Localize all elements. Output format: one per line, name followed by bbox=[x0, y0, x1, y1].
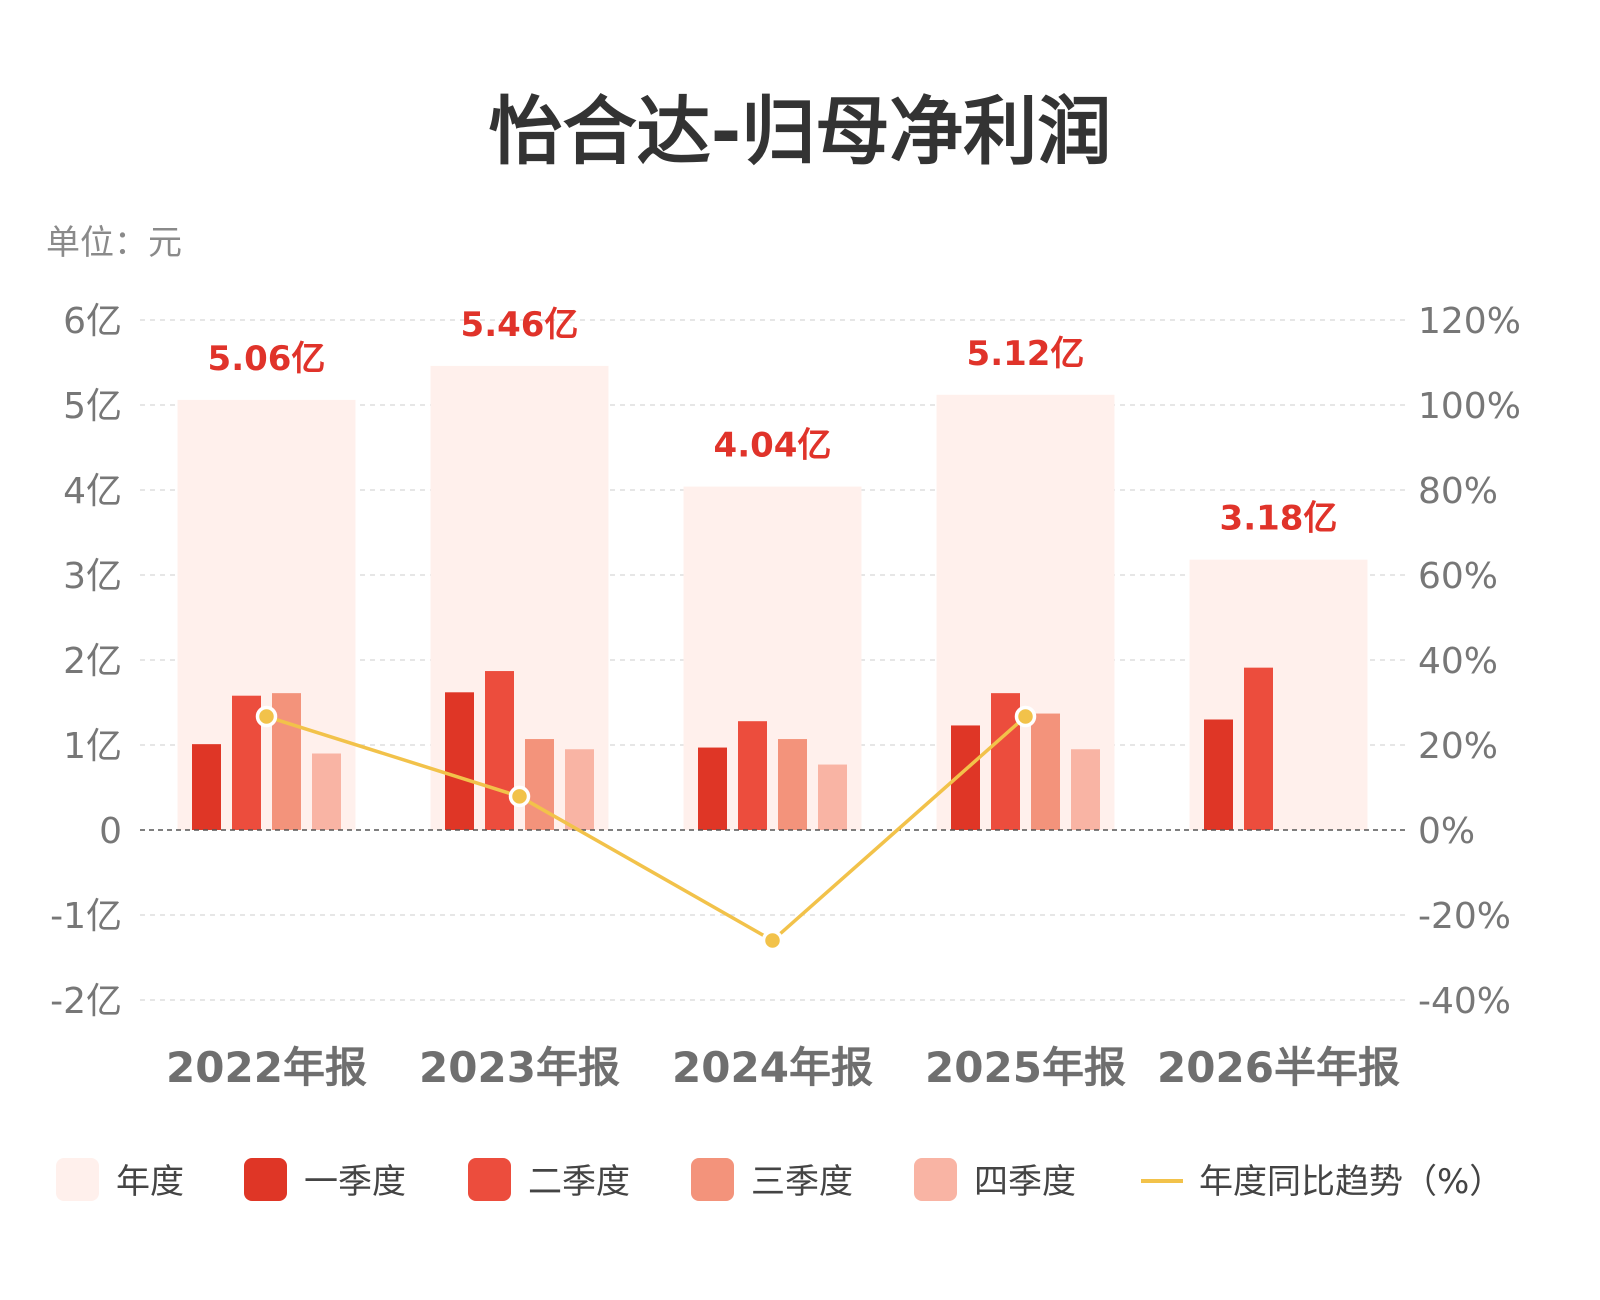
trend-point bbox=[761, 929, 784, 952]
right-axis: 120% 100% 80% 60% 40% 20% 0% -20% -40% bbox=[1418, 301, 1521, 1022]
legend-label: 二季度 bbox=[528, 1162, 630, 1202]
category-label: 2026半年报 bbox=[1157, 1043, 1400, 1092]
quarter-bar-q1 bbox=[445, 692, 474, 830]
annual-total-label: 3.18亿 bbox=[1220, 499, 1338, 539]
annual-total-label: 5.46亿 bbox=[461, 305, 579, 345]
legend: 年度 一季度 二季度 三季度 四季度 年度同比趋势（%） bbox=[56, 1158, 1503, 1202]
unit-label: 单位：元 bbox=[46, 223, 182, 263]
quarter-bar-q1 bbox=[192, 744, 221, 830]
category-label: 2024年报 bbox=[672, 1043, 873, 1092]
legend-item: 一季度 bbox=[244, 1158, 406, 1202]
quarter-bars bbox=[192, 667, 1273, 830]
quarter-bar-q4 bbox=[1071, 749, 1100, 830]
left-axis: 6亿 5亿 4亿 3亿 2亿 1亿 0 -1亿 -2亿 bbox=[50, 301, 122, 1022]
left-tick-label: 4亿 bbox=[63, 471, 122, 512]
quarter-bar-q1 bbox=[1204, 719, 1233, 830]
annual-total-label: 5.06亿 bbox=[208, 339, 326, 379]
chart-title: 怡合达-归母净利润 bbox=[489, 89, 1112, 175]
right-tick-label: -40% bbox=[1418, 981, 1511, 1022]
quarter-bar-q3 bbox=[525, 739, 554, 830]
category-label: 2022年报 bbox=[166, 1043, 367, 1092]
trend-point bbox=[1014, 705, 1037, 728]
quarter-bar-q2 bbox=[1244, 667, 1273, 830]
left-tick-label: 5亿 bbox=[63, 386, 122, 427]
left-tick-label: 2亿 bbox=[63, 641, 122, 682]
quarter-bar-q2 bbox=[485, 671, 514, 830]
total-labels: 5.06亿 5.46亿 4.04亿 5.12亿 3.18亿 bbox=[208, 305, 1338, 539]
x-axis-labels: 2022年报 2023年报 2024年报 2025年报 2026半年报 bbox=[166, 1043, 1400, 1092]
left-tick-label: 6亿 bbox=[63, 301, 122, 342]
right-tick-label: 100% bbox=[1418, 386, 1521, 427]
legend-item: 年度同比趋势（%） bbox=[1141, 1162, 1503, 1202]
legend-label: 四季度 bbox=[974, 1162, 1076, 1202]
category-label: 2023年报 bbox=[419, 1043, 620, 1092]
right-tick-label: 120% bbox=[1418, 301, 1521, 342]
legend-swatch bbox=[244, 1158, 287, 1201]
legend-swatch bbox=[691, 1158, 734, 1201]
left-tick-label: -1亿 bbox=[50, 896, 122, 937]
annual-total-label: 4.04亿 bbox=[714, 426, 832, 466]
legend-item: 三季度 bbox=[691, 1158, 853, 1202]
legend-swatch bbox=[56, 1158, 99, 1201]
trend-point bbox=[255, 705, 278, 728]
left-tick-label: 1亿 bbox=[63, 726, 122, 767]
right-tick-label: 20% bbox=[1418, 726, 1498, 767]
left-tick-label: -2亿 bbox=[50, 981, 122, 1022]
annual-total-label: 5.12亿 bbox=[967, 334, 1085, 374]
quarter-bar-q1 bbox=[698, 747, 727, 830]
right-tick-label: 60% bbox=[1418, 556, 1498, 597]
legend-label: 年度 bbox=[116, 1162, 184, 1202]
quarter-bar-q3 bbox=[778, 739, 807, 830]
right-tick-label: 0% bbox=[1418, 811, 1475, 852]
quarter-bar-q4 bbox=[565, 749, 594, 830]
legend-label: 年度同比趋势（%） bbox=[1199, 1162, 1503, 1202]
legend-label: 三季度 bbox=[751, 1162, 853, 1202]
right-tick-label: 40% bbox=[1418, 641, 1498, 682]
legend-item: 二季度 bbox=[468, 1158, 630, 1202]
legend-item: 四季度 bbox=[914, 1158, 1076, 1202]
quarter-bar-q4 bbox=[818, 764, 847, 830]
legend-label: 一季度 bbox=[304, 1162, 406, 1202]
quarter-bar-q4 bbox=[312, 753, 341, 830]
category-label: 2025年报 bbox=[925, 1043, 1126, 1092]
quarter-bar-q3 bbox=[1031, 713, 1060, 830]
trend-line bbox=[265, 714, 1027, 943]
quarter-bar-q2 bbox=[738, 721, 767, 830]
legend-item: 年度 bbox=[56, 1158, 184, 1202]
left-tick-label: 3亿 bbox=[63, 556, 122, 597]
legend-swatch bbox=[468, 1158, 511, 1201]
trend-series bbox=[255, 705, 1037, 952]
right-tick-label: -20% bbox=[1418, 896, 1511, 937]
legend-swatch bbox=[914, 1158, 957, 1201]
left-tick-label: 0 bbox=[99, 811, 122, 852]
right-tick-label: 80% bbox=[1418, 471, 1498, 512]
trend-point bbox=[508, 785, 531, 808]
